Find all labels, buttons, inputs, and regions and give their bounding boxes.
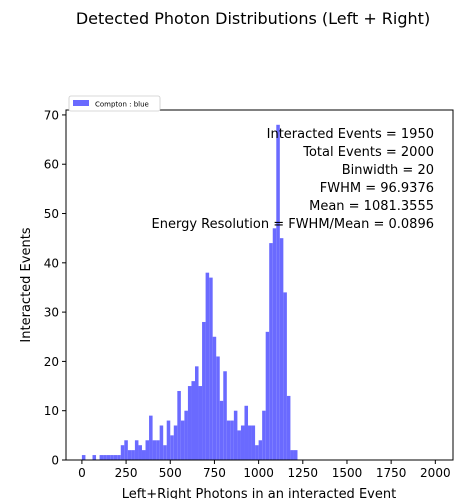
histogram-bar: [120, 445, 125, 460]
histogram-bar: [124, 440, 128, 460]
histogram-bar: [223, 371, 227, 460]
histogram-bar: [276, 124, 280, 461]
histogram-bar: [106, 455, 111, 460]
plot-frame: [65, 109, 454, 461]
stats-annotation: Mean = 1081.3555: [309, 199, 434, 214]
stats-annotation: Binwidth = 20: [342, 163, 434, 178]
histogram-bar: [209, 277, 213, 460]
histogram-bar: [92, 455, 97, 460]
histogram-bar: [177, 390, 181, 460]
histogram-bar: [244, 405, 249, 460]
histogram-bar: [159, 425, 164, 460]
y-tick-label: 60: [44, 158, 59, 172]
histogram-bar: [191, 381, 195, 460]
y-tick-label: 30: [44, 306, 59, 320]
histogram-bar: [152, 440, 157, 460]
histogram-bar: [166, 420, 171, 460]
chart-title: Detected Photon Distributions (Left + Ri…: [76, 9, 430, 28]
x-tick-label: 250: [115, 466, 138, 480]
histogram-bar: [131, 450, 135, 460]
histogram-bar: [117, 455, 121, 460]
legend: Compton : blue: [68, 95, 161, 112]
x-tick-label: 1500: [332, 466, 363, 480]
histogram-bar: [251, 425, 256, 460]
histogram-bar: [170, 435, 174, 460]
histogram-bar: [240, 425, 245, 460]
histogram-bar: [110, 455, 114, 460]
y-tick-label: 0: [51, 454, 59, 468]
stats-annotation: Total Events = 2000: [302, 145, 434, 160]
bars-group: [81, 124, 298, 461]
histogram-bar: [226, 420, 231, 460]
legend-box: [68, 95, 161, 112]
histogram-bar: [134, 440, 139, 460]
histogram-bar: [198, 386, 203, 460]
histogram-bar: [195, 366, 199, 460]
legend-swatch: [73, 100, 89, 106]
axes-group: 0 250 500 750 1000 1250 1500 1750 2000 0 10 20 30 40 5…: [44, 108, 451, 480]
stats-annotation: FWHM = 96.9376: [320, 181, 434, 196]
histogram-bar: [269, 243, 273, 460]
histogram-bar: [127, 450, 132, 460]
x-tick-label: 0: [78, 466, 86, 480]
histogram-bar: [216, 356, 220, 460]
histogram-bar: [272, 228, 277, 460]
y-tick-label: 10: [44, 404, 59, 418]
stats-annotations: Interacted Events = 1950 Total Events = 2…: [152, 127, 435, 232]
histogram-bar: [156, 440, 160, 460]
x-axis-label: Left+Right Photons in an interacted Even…: [122, 487, 396, 499]
histogram-bar: [184, 410, 188, 460]
histogram-bar: [286, 395, 291, 460]
y-tick-label: 40: [44, 256, 59, 270]
y-tick-label: 20: [44, 355, 59, 369]
histogram-bar: [138, 445, 142, 460]
histogram-bar: [173, 425, 178, 460]
histogram-bar: [237, 430, 241, 460]
histogram-bar: [81, 455, 86, 460]
histogram-bar: [202, 321, 206, 460]
histogram-bar: [230, 420, 234, 460]
histogram-bar: [283, 292, 287, 460]
stats-annotation: Energy Resolution = FWHM/Mean = 0.0896: [152, 217, 435, 232]
stats-annotation: Interacted Events = 1950: [267, 127, 434, 142]
x-tick-label: 2000: [420, 466, 451, 480]
histogram-bar: [103, 455, 107, 460]
histogram-bar: [145, 440, 150, 460]
y-axis-label: Interacted Events: [19, 227, 34, 342]
y-tick-label: 70: [44, 108, 59, 122]
x-tick-label: 1000: [243, 466, 274, 480]
histogram-bar: [265, 331, 270, 460]
histogram-bar: [258, 440, 263, 460]
histogram-bar: [279, 238, 284, 460]
y-tick-label: 50: [44, 207, 59, 221]
histogram-bar: [187, 386, 192, 460]
legend-label: Compton : blue: [95, 101, 149, 109]
x-tick-label: 1750: [376, 466, 407, 480]
histogram-bar: [255, 445, 259, 460]
x-tick-label: 750: [203, 466, 226, 480]
histogram-bar: [163, 445, 167, 460]
histogram-bar: [212, 336, 217, 460]
x-tick-label: 1250: [288, 466, 319, 480]
histogram-bar: [262, 410, 266, 460]
histogram-bar: [141, 450, 146, 460]
histogram-bar: [113, 455, 118, 460]
histogram-bar: [233, 410, 238, 460]
histogram-bar: [219, 400, 224, 460]
histogram-bar: [180, 420, 185, 460]
histogram-bar: [205, 272, 210, 460]
histogram-bar: [99, 455, 104, 460]
x-tick-label: 500: [159, 466, 182, 480]
histogram-bar: [293, 450, 298, 460]
histogram-bar: [290, 450, 294, 460]
histogram-bar: [149, 415, 153, 460]
histogram-bar: [248, 425, 252, 460]
